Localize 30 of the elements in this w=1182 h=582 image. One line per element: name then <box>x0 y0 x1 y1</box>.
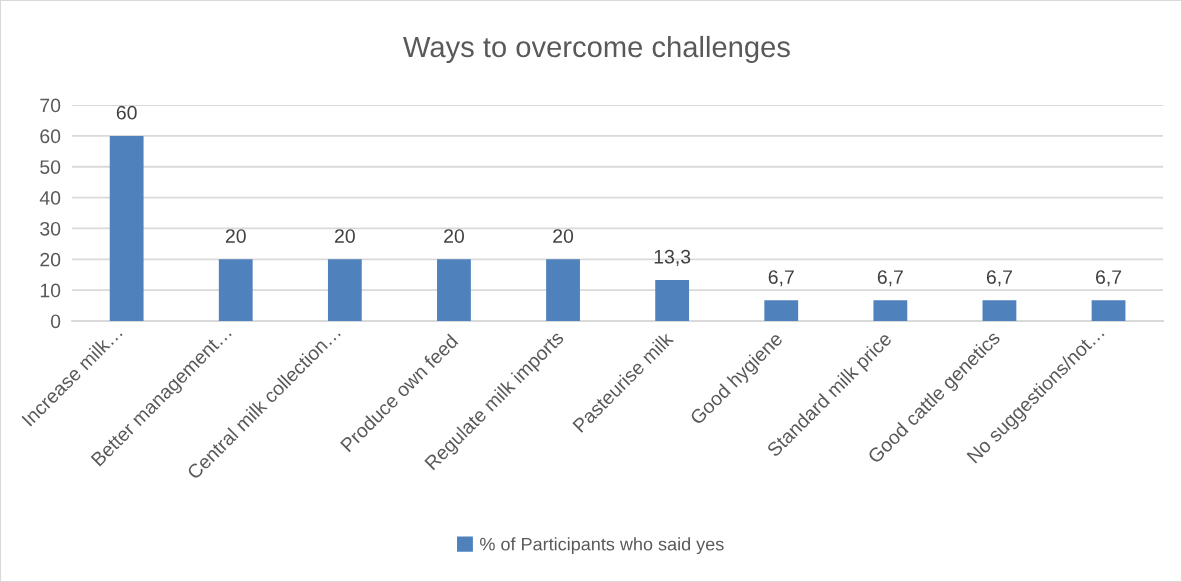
bar <box>1091 300 1126 321</box>
bar <box>764 300 799 321</box>
y-tick-label: 0 <box>50 314 61 329</box>
data-label: 6,7 <box>1096 270 1122 287</box>
y-tick-label: 10 <box>40 283 61 298</box>
data-label: 6,7 <box>768 270 794 287</box>
bar <box>873 300 908 321</box>
bar <box>655 279 690 321</box>
bar <box>546 259 580 321</box>
y-tick-label: 20 <box>40 252 61 267</box>
bar <box>218 259 253 321</box>
y-tick-label: 60 <box>40 129 61 144</box>
bar <box>109 135 144 321</box>
data-label: 20 <box>225 229 246 243</box>
data-label: 20 <box>553 229 574 243</box>
bar <box>327 259 362 321</box>
y-tick-label: 70 <box>40 98 61 113</box>
data-label: 20 <box>444 229 464 243</box>
legend-label: % of Participants who said yes <box>480 537 724 555</box>
y-tick-label: 40 <box>39 191 61 205</box>
data-label: 20 <box>335 229 355 243</box>
bar <box>982 300 1017 321</box>
data-label: 13,3 <box>654 249 691 266</box>
data-label: 6,7 <box>877 270 903 287</box>
y-tick-label: 50 <box>40 160 61 174</box>
y-tick-label: 30 <box>40 221 61 236</box>
data-label: 60 <box>116 105 137 120</box>
data-label: 6,7 <box>986 270 1012 287</box>
bar <box>437 259 471 321</box>
chart-title: Ways to overcome challenges <box>403 35 790 64</box>
